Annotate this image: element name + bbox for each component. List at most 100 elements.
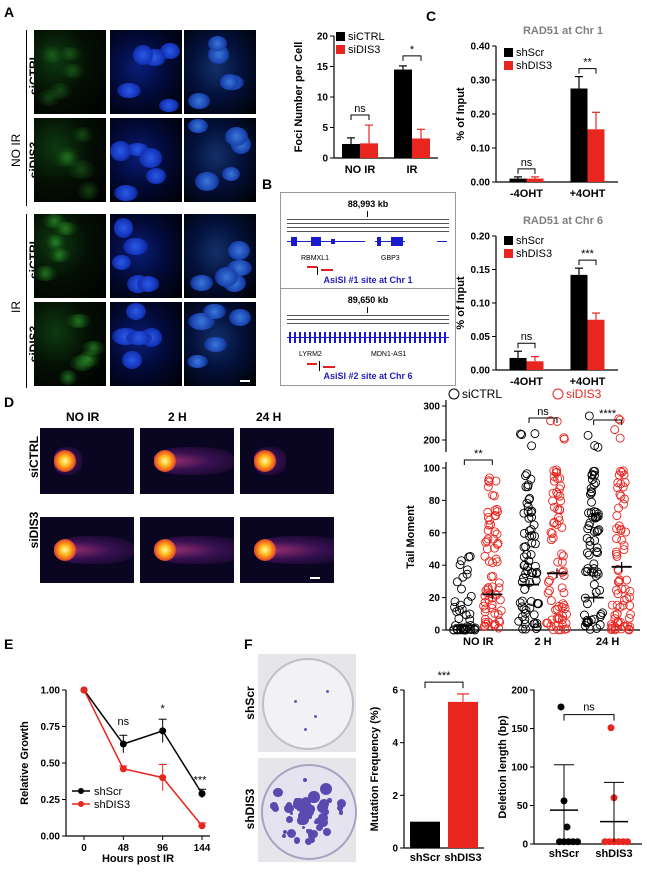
x-tick-label: 48 <box>118 843 130 854</box>
legend-marker <box>78 801 84 807</box>
y-tick-label: 100 <box>511 763 528 774</box>
significance-label: * <box>410 44 415 56</box>
colony <box>323 809 329 815</box>
data-point-sidis3 <box>612 609 622 619</box>
y-tick-label: 0.10 <box>471 299 491 310</box>
legend-swatch <box>504 61 513 70</box>
data-point-sidis3 <box>494 583 504 593</box>
data-point-sictrl <box>593 569 603 579</box>
colony <box>304 728 307 731</box>
nucleus <box>47 83 72 100</box>
nucleus <box>136 275 160 292</box>
data-point-sictrl <box>525 577 535 587</box>
y-tick-label: 0 <box>322 154 328 165</box>
panel-label-b: B <box>262 176 273 192</box>
data-point-sidis3 <box>607 621 617 631</box>
data-point-sictrl <box>592 547 602 557</box>
legend-swatch <box>504 249 513 258</box>
nucleus <box>227 240 251 261</box>
nucleus <box>122 351 142 369</box>
data-point-sidis3 <box>479 601 489 611</box>
y-tick-label: 50 <box>517 801 529 812</box>
data-point-sidis3 <box>483 583 493 593</box>
bar-shdis3 <box>448 701 478 848</box>
y-axis-label: Foci Number per Cell <box>293 42 305 153</box>
micrograph-dapi <box>110 30 182 114</box>
y-tick-label: 5 <box>322 123 328 134</box>
significance-bracket <box>578 68 597 74</box>
micrograph-foci <box>34 118 106 202</box>
arrow-right-icon <box>307 363 317 365</box>
data-point-sidis3 <box>558 551 568 561</box>
data-point-sidis3 <box>610 425 620 435</box>
data-point-sictrl <box>520 619 530 629</box>
data-point-sidis3 <box>483 482 493 492</box>
significance-label: *** <box>581 248 595 260</box>
data-point-sidis3 <box>493 538 503 548</box>
petri-dish <box>262 658 354 750</box>
data-point-sidis3 <box>553 557 563 567</box>
data-point-sidis3 <box>619 541 629 550</box>
data-point-sidis3 <box>554 613 564 623</box>
colony <box>301 825 306 830</box>
col-label-24h: 24 H <box>256 410 282 424</box>
y-tick-label: 0 <box>434 626 440 637</box>
data-point-sictrl <box>584 411 594 421</box>
data-point-sictrl <box>580 610 589 620</box>
data-point-shscr <box>574 838 581 846</box>
data-point-sidis3 <box>544 586 554 596</box>
significance-label: ns <box>583 702 595 714</box>
significance-label: ** <box>474 448 483 460</box>
nucleus <box>58 369 78 386</box>
gene-label: LYRM2 <box>299 351 322 358</box>
significance-label: ns <box>521 331 533 343</box>
data-point-sidis3 <box>543 618 553 628</box>
col-label-2h: 2 H <box>168 410 187 424</box>
data-point-sictrl <box>519 508 529 518</box>
nucleus <box>220 74 239 90</box>
nucleus <box>46 234 65 250</box>
data-point-sictrl <box>520 615 530 625</box>
series-line-shscr <box>83 689 203 795</box>
x-tick-label: 24 H <box>596 636 619 648</box>
y-tick-label: 0.40 <box>471 42 491 53</box>
comet-head <box>254 450 276 472</box>
legend-label: siCTRL <box>348 31 385 43</box>
micrograph-dapi <box>110 302 182 386</box>
nucleus <box>60 64 86 79</box>
significance-bracket <box>424 681 464 689</box>
significance-bracket <box>517 342 536 349</box>
significance-bracket <box>463 459 493 465</box>
data-point-sidis3 <box>607 600 617 610</box>
colony <box>309 836 316 843</box>
colony <box>319 799 330 810</box>
track-line <box>287 231 449 232</box>
legend-swatch <box>504 48 513 57</box>
micrograph-merge <box>184 214 256 298</box>
data-point-sidis3 <box>494 616 504 626</box>
data-point-sictrl <box>526 507 536 517</box>
y-tick-label: 40 <box>429 561 441 572</box>
y-tick-label: 0.20 <box>471 110 491 121</box>
x-tick-label: shDIS3 <box>595 848 632 860</box>
data-point-sidis3 <box>481 617 490 627</box>
data-point-sidis3 <box>615 575 625 585</box>
data-point-sictrl <box>534 599 543 609</box>
nucleus <box>133 44 153 65</box>
y-axis-label: Relative Growth <box>19 721 31 805</box>
x-tick-label: +4OHT <box>570 188 606 200</box>
y-tick-label: 100 <box>423 464 440 475</box>
data-point-sictrl <box>520 560 530 570</box>
bar-sictrl <box>394 69 412 158</box>
significance-label: *** <box>438 670 452 682</box>
data-point-sictrl <box>523 482 533 492</box>
dish-label-shdis3: shDIS3 <box>243 788 257 830</box>
legend-label: shDIS3 <box>94 799 130 811</box>
data-point-sidis3 <box>488 571 498 581</box>
nucleus <box>56 146 79 166</box>
colony <box>338 810 344 815</box>
x-tick-label: -4OHT <box>510 188 543 200</box>
y-tick-label: 150 <box>511 724 528 735</box>
legend-label: siCTRL <box>462 387 502 401</box>
nucleus <box>125 331 153 346</box>
